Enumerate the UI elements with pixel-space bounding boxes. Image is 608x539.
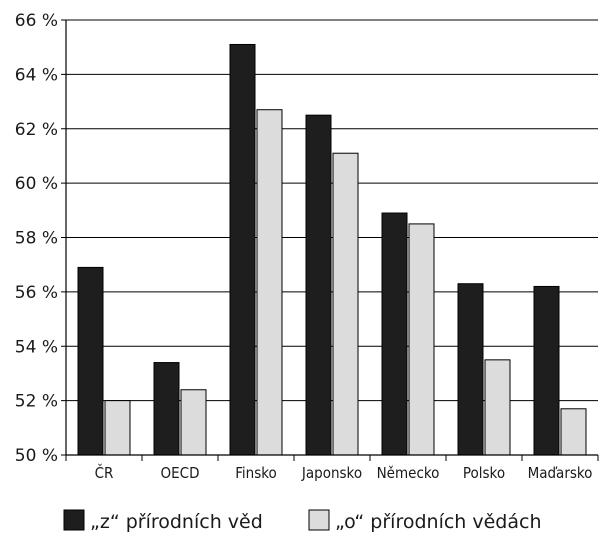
y-tick-labels: 50 % 52 % 54 % 56 % 58 % 60 % 62 % 64 % 66 % [15,11,58,466]
bar-z-4 [381,212,408,456]
x-tick-label: Finsko [235,464,277,482]
bars [77,43,587,456]
bar-o-0 [104,400,131,456]
x-tick-label: Japonsko [301,464,362,482]
legend-label-o: „o“ přírodních vědách [335,511,542,533]
bar-o-1 [180,389,207,456]
gridlines [66,19,598,456]
bar-z-3 [305,114,332,456]
x-tick-labels: ČR OECD Finsko Japonsko Německo Polsko Maďarsk… [95,463,593,482]
x-tick-label: Maďarsko [528,464,593,482]
y-tick-label: 62 % [15,120,58,140]
bar-o-2 [256,109,283,456]
x-tick-label: ČR [95,463,114,482]
legend-swatch-z [63,509,85,531]
legend: „z“ přírodních věd „o“ přírodních vědách [63,509,542,533]
bar-z-0 [77,266,104,456]
bar-o-6 [560,408,587,456]
bar-z-6 [533,285,560,456]
y-tick-label: 50 % [15,446,58,466]
bar-o-5 [484,359,511,456]
y-tick-label: 52 % [15,392,58,412]
legend-swatch-o [308,509,330,531]
y-tick-label: 58 % [15,229,58,249]
bar-z-1 [153,362,180,456]
x-tick-label: OECD [161,464,200,482]
y-tick-label: 56 % [15,283,58,303]
x-tick-label: Polsko [463,464,505,482]
y-tick-label: 54 % [15,337,58,357]
bar-z-5 [457,283,484,456]
bar-o-4 [408,223,435,456]
bar-z-2 [229,43,256,456]
y-tick-label: 64 % [15,65,58,85]
bar-o-3 [332,152,359,456]
legend-label-z: „z“ přírodních věd [90,511,263,533]
x-tick-label: Německo [377,464,440,482]
y-tick-label: 60 % [15,174,58,194]
y-tick-label: 66 % [15,11,58,31]
axes [61,19,599,461]
